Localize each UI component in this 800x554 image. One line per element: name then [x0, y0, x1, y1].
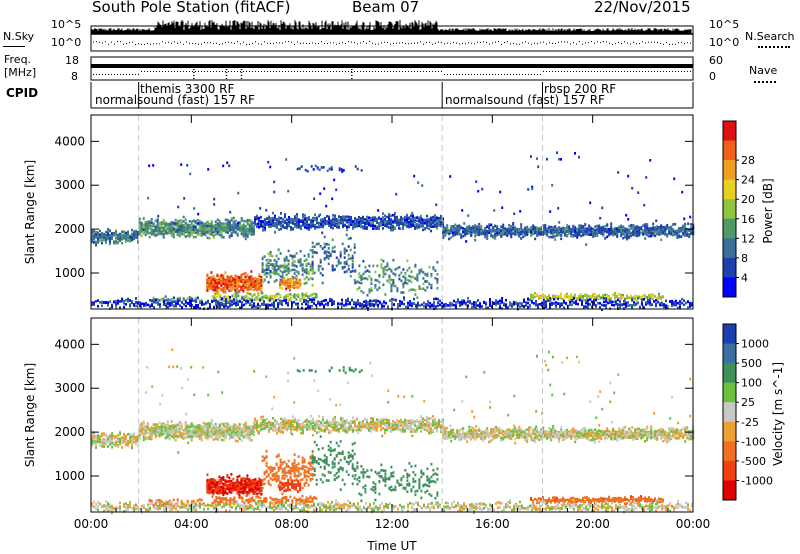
station-title: South Pole Station (fitACF) — [92, 0, 291, 16]
x-tick-label: 08:00 — [274, 517, 309, 531]
nsky-panel — [90, 20, 694, 52]
colorbar-swatch — [723, 121, 736, 142]
colorbar-swatch — [723, 218, 736, 239]
colorbar-swatch — [723, 277, 736, 298]
x-tick-label: 00:00 — [74, 517, 109, 531]
colorbar-swatch — [723, 402, 736, 423]
colorbar-tick-label: -100 — [741, 435, 766, 448]
xaxis-label: Time UT — [366, 539, 417, 553]
y-tick-label: 3000 — [54, 178, 85, 192]
power-colorbar-label: Power [dB] — [761, 178, 775, 243]
freq-unit-label: [MHz] — [4, 66, 37, 79]
colorbar-swatch — [723, 257, 736, 278]
y-tick-label: 4000 — [54, 337, 85, 351]
cpid-mode-themis: themis 3300 RF — [140, 82, 235, 96]
power-panel: 1000 2000 3000 4000 — [54, 114, 695, 312]
colorbar-swatch — [723, 460, 736, 481]
colorbar-tick-label: 25 — [741, 396, 755, 409]
nsky-tick-top: 10^5 — [51, 18, 82, 31]
colorbar-swatch — [723, 324, 736, 345]
colorbar-swatch — [723, 140, 736, 161]
y-tick-label: 2000 — [54, 222, 85, 236]
colorbar-swatch — [723, 363, 736, 384]
nsearch-label: N.Search — [745, 30, 795, 43]
x-tick-label: 20:00 — [575, 517, 610, 531]
freq-panel — [90, 56, 694, 81]
colorbar-swatch — [723, 441, 736, 462]
y-tick-label: 3000 — [54, 381, 85, 395]
nave-tick-bottom: 0 — [709, 70, 716, 83]
colorbar-frame — [722, 323, 737, 501]
colorbar-tick-label: 28 — [741, 154, 755, 167]
nsky-legend-line — [3, 46, 25, 47]
freq-tick-top: 18 — [65, 54, 79, 67]
nave-tick-top: 60 — [709, 54, 723, 67]
nave-trace — [93, 69, 691, 80]
nsky-label: N.Sky — [3, 30, 35, 43]
colorbar-swatch — [723, 343, 736, 364]
colorbar-tick-label: 500 — [741, 357, 762, 370]
colorbar-tick-label: -1000 — [741, 474, 773, 487]
colorbar-tick-label: 100 — [741, 377, 762, 390]
nsky-trace — [91, 20, 693, 45]
colorbar-tick-label: 8 — [741, 252, 748, 265]
cpid-mode-rbsp: rbsp 200 RF — [544, 82, 617, 96]
freq-tick-bottom: 8 — [71, 70, 78, 83]
colorbar-tick-label: -500 — [741, 455, 766, 468]
colorbar-swatch — [723, 382, 736, 403]
x-tick-label: 04:00 — [174, 517, 209, 531]
nsearch-tick-bottom: 10^0 — [709, 36, 740, 49]
y-tick-label: 1000 — [54, 469, 85, 483]
colorbar-swatch — [723, 421, 736, 442]
colorbar-tick-label: 4 — [741, 271, 748, 284]
power-colorbar: 4 8 12 16 20 24 28 — [722, 120, 755, 298]
colorbar-swatch — [723, 199, 736, 220]
colorbar-swatch — [723, 179, 736, 200]
nave-label: Nave — [749, 64, 778, 77]
nsky-tick-bottom: 10^0 — [51, 36, 82, 49]
colorbar-frame — [722, 120, 737, 298]
cpid-panel — [90, 82, 694, 109]
velocity-colorbar: 1000 500 100 25 -25 -100 -500 -1000 — [722, 323, 773, 501]
nsearch-legend-line — [758, 46, 790, 48]
colorbar-swatch — [723, 480, 736, 501]
x-tick-label: 16:00 — [475, 517, 510, 531]
y-tick-label: 1000 — [54, 266, 85, 280]
freq-trace — [91, 64, 693, 68]
nave-legend-line — [754, 81, 776, 83]
date-label: 22/Nov/2015 — [594, 0, 691, 16]
x-tick-label: 00:00 — [676, 517, 711, 531]
colorbar-tick-label: 12 — [741, 232, 755, 245]
velocity-ylabel: Slant Range [km] — [23, 363, 37, 467]
colorbar-tick-label: -25 — [741, 416, 759, 429]
colorbar-swatch — [723, 238, 736, 259]
colorbar-tick-label: 1000 — [741, 338, 769, 351]
nsearch-tick-top: 10^5 — [709, 18, 740, 31]
y-tick-label: 2000 — [54, 425, 85, 439]
cpid-mode-normalsound-2: normalsound (fast) 157 RF — [445, 93, 605, 107]
beam-label: Beam 07 — [352, 0, 420, 16]
cpid-label: CPID — [6, 86, 39, 100]
colorbar-tick-label: 16 — [741, 213, 755, 226]
y-tick-label: 4000 — [54, 134, 85, 148]
colorbar-tick-label: 24 — [741, 174, 755, 187]
velocity-colorbar-label: Velocity [m s^-1] — [771, 362, 785, 466]
cpid-mode-normalsound-1: normalsound (fast) 157 RF — [95, 93, 255, 107]
colorbar-tick-label: 20 — [741, 193, 755, 206]
colorbar-swatch — [723, 160, 736, 181]
power-ylabel: Slant Range [km] — [23, 160, 37, 264]
velocity-panel: 1000 2000 3000 4000 00:00 04:00 08:00 12:00 16:0… — [54, 317, 711, 531]
freq-label: Freq. — [4, 53, 32, 66]
x-tick-label: 12:00 — [375, 517, 410, 531]
